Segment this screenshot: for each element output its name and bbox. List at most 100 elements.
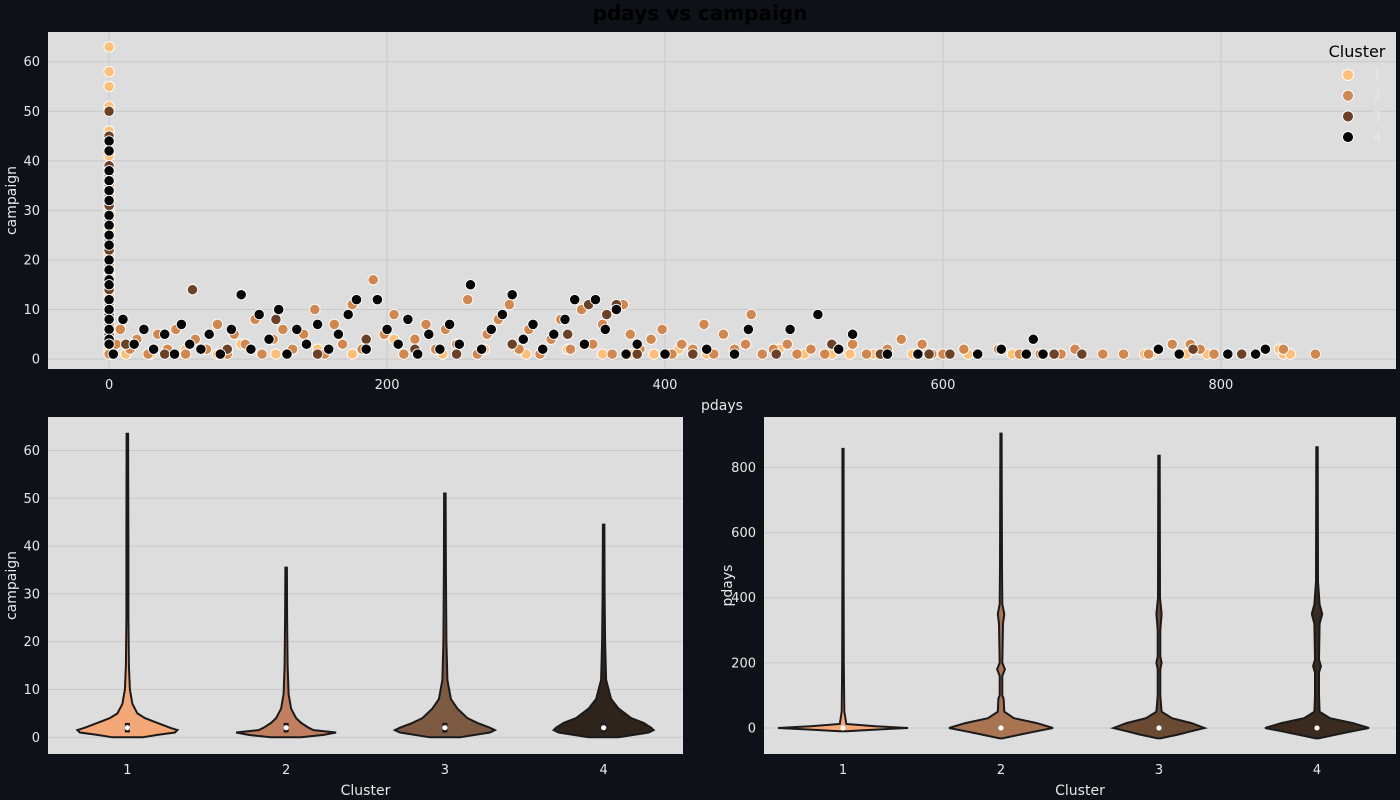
scatter-point xyxy=(812,308,824,321)
x-tick-label: 3 xyxy=(1155,763,1163,778)
legend-marker xyxy=(1342,89,1354,102)
scatter-point xyxy=(420,318,432,331)
y-tick-label: 0 xyxy=(748,721,756,736)
scatter-point xyxy=(656,323,668,336)
y-tick-label: 60 xyxy=(23,55,40,70)
x-tick-label: 4 xyxy=(1313,763,1321,778)
scatter-point xyxy=(916,338,928,350)
scatter-point xyxy=(211,318,224,331)
scatter-point xyxy=(717,328,730,340)
scatter-point xyxy=(506,289,518,301)
scatter-point xyxy=(381,323,393,336)
scatter-point xyxy=(453,338,465,350)
scatter-point xyxy=(392,338,404,350)
scatter-point xyxy=(923,348,935,360)
scatter-point xyxy=(103,41,115,53)
y-tick-label: 40 xyxy=(23,154,40,169)
scatter-point xyxy=(503,298,516,311)
scatter-point xyxy=(781,338,793,350)
scatter-point xyxy=(1020,348,1032,360)
scatter-point xyxy=(360,343,372,355)
scatter-point xyxy=(398,348,410,360)
scatter-point xyxy=(360,333,372,345)
violin-body xyxy=(1264,446,1370,740)
scatter-point xyxy=(107,348,119,360)
scatter-point xyxy=(1166,338,1178,350)
scatter-point xyxy=(846,338,859,350)
violin-body xyxy=(1110,454,1208,740)
scatter-point xyxy=(103,313,115,326)
scatter-point xyxy=(1222,348,1234,360)
scatter-point xyxy=(846,328,859,340)
scatter-point xyxy=(548,328,560,340)
scatter-point xyxy=(388,308,400,321)
legend-label: 1 xyxy=(1373,69,1381,84)
scatter-point xyxy=(1236,348,1248,360)
scatter-point xyxy=(559,313,571,326)
x-tick-label: 600 xyxy=(931,378,956,393)
y-tick-label: 0 xyxy=(32,353,40,368)
scatter-point xyxy=(1117,348,1130,360)
x-tick-label: 0 xyxy=(105,378,113,393)
scatter-point xyxy=(114,323,126,336)
scatter-point xyxy=(434,343,446,355)
x-tick-label: 2 xyxy=(282,763,290,778)
plot-area xyxy=(48,32,1396,369)
y-tick-label: 10 xyxy=(23,303,40,318)
scatter-point xyxy=(589,293,602,306)
scatter-point xyxy=(631,348,643,360)
scatter-point xyxy=(745,308,757,321)
scatter-point xyxy=(103,194,115,207)
violin-body xyxy=(75,432,180,739)
scatter-point xyxy=(159,348,171,360)
y-axis-label: campaign xyxy=(4,166,20,235)
scatter-point xyxy=(103,209,115,222)
scatter-point xyxy=(103,303,115,316)
scatter-point xyxy=(496,308,509,321)
y-tick-label: 20 xyxy=(23,635,40,650)
violin-body xyxy=(777,447,909,733)
scatter-point xyxy=(610,303,623,316)
scatter-point xyxy=(462,293,474,306)
violin-median-dot xyxy=(1314,725,1320,731)
violin-body xyxy=(948,432,1054,740)
scatter-point xyxy=(311,348,324,360)
scatter-point xyxy=(281,348,293,360)
x-tick-label: 1 xyxy=(123,763,131,778)
violin-cluster-4 xyxy=(551,523,656,739)
scatter-point xyxy=(1037,348,1049,360)
x-axis-label: Cluster xyxy=(341,783,391,799)
scatter-point xyxy=(537,343,549,355)
scatter-point xyxy=(912,348,924,360)
scatter-point xyxy=(402,313,414,326)
scatter-point xyxy=(728,348,741,360)
violin-cluster-2 xyxy=(948,432,1054,740)
scatter-point xyxy=(606,348,618,360)
plot-area xyxy=(48,417,683,754)
scatter-point xyxy=(564,343,577,355)
scatter-point xyxy=(562,328,574,340)
legend-title: Cluster xyxy=(1329,42,1386,61)
scatter-point xyxy=(103,338,115,350)
scatter-point xyxy=(895,333,907,345)
scatter-point xyxy=(168,348,181,360)
scatter-point xyxy=(1142,348,1155,360)
x-axis-label: pdays xyxy=(701,398,743,414)
scatter-point xyxy=(342,308,354,321)
x-tick-label: 4 xyxy=(599,763,607,778)
x-tick-label: 1 xyxy=(839,763,847,778)
violin-cluster-2 xyxy=(235,566,337,739)
violin-body xyxy=(235,566,337,739)
y-axis-label: campaign xyxy=(4,551,20,620)
y-tick-label: 400 xyxy=(731,591,756,606)
scatter-point xyxy=(103,323,115,336)
scatter-point xyxy=(423,328,435,340)
legend-label: 4 xyxy=(1373,131,1381,146)
y-tick-label: 200 xyxy=(731,656,756,671)
scatter-point xyxy=(103,229,115,241)
violin-median-dot xyxy=(442,725,448,731)
violin-median-dot xyxy=(1156,725,1162,731)
violin-median-dot xyxy=(601,725,607,731)
x-tick-label: 2 xyxy=(997,763,1005,778)
